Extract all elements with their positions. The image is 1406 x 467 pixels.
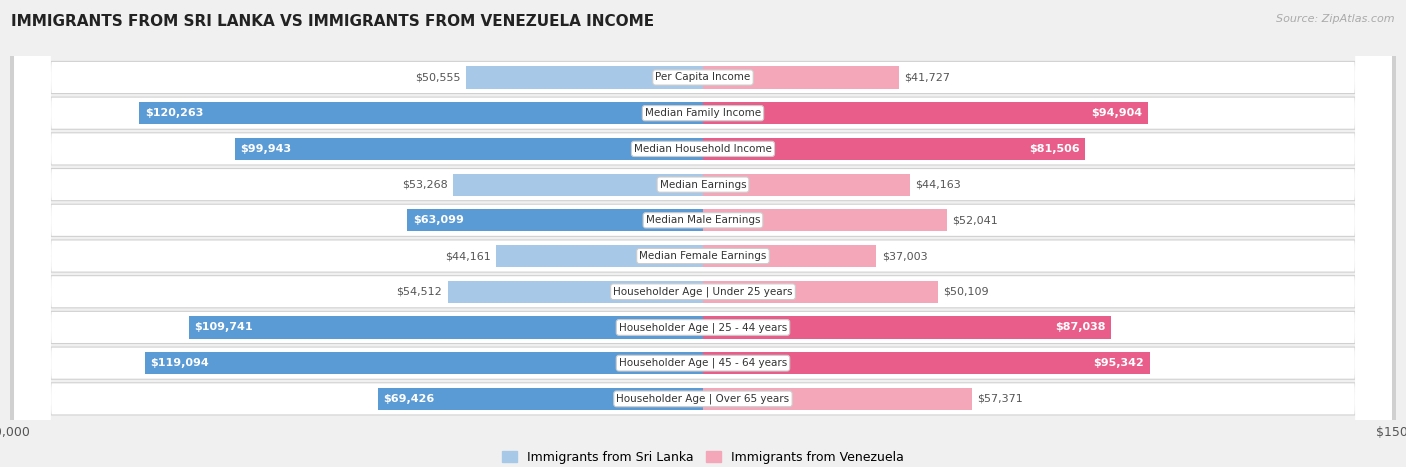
Text: Householder Age | 25 - 44 years: Householder Age | 25 - 44 years bbox=[619, 322, 787, 333]
FancyBboxPatch shape bbox=[10, 0, 1396, 467]
Bar bbox=[188, 316, 703, 339]
Bar bbox=[703, 102, 1147, 124]
FancyBboxPatch shape bbox=[10, 0, 1396, 467]
FancyBboxPatch shape bbox=[14, 0, 1392, 467]
FancyBboxPatch shape bbox=[14, 0, 1392, 467]
Text: $44,161: $44,161 bbox=[444, 251, 491, 261]
Text: $54,512: $54,512 bbox=[396, 287, 441, 297]
FancyBboxPatch shape bbox=[14, 0, 1392, 467]
Text: $120,263: $120,263 bbox=[145, 108, 204, 118]
FancyBboxPatch shape bbox=[10, 0, 1396, 467]
FancyBboxPatch shape bbox=[10, 0, 1396, 467]
Text: $87,038: $87,038 bbox=[1054, 322, 1105, 333]
FancyBboxPatch shape bbox=[14, 0, 1392, 467]
Text: $63,099: $63,099 bbox=[413, 215, 464, 225]
FancyBboxPatch shape bbox=[10, 0, 1396, 467]
Text: $37,003: $37,003 bbox=[882, 251, 928, 261]
FancyBboxPatch shape bbox=[10, 0, 1396, 467]
FancyBboxPatch shape bbox=[14, 0, 1392, 467]
Text: $109,741: $109,741 bbox=[194, 322, 253, 333]
Text: IMMIGRANTS FROM SRI LANKA VS IMMIGRANTS FROM VENEZUELA INCOME: IMMIGRANTS FROM SRI LANKA VS IMMIGRANTS … bbox=[11, 14, 654, 29]
FancyBboxPatch shape bbox=[14, 0, 1392, 467]
Bar bbox=[408, 209, 703, 231]
Bar bbox=[139, 102, 703, 124]
Text: Householder Age | Under 25 years: Householder Age | Under 25 years bbox=[613, 286, 793, 297]
Text: Per Capita Income: Per Capita Income bbox=[655, 72, 751, 83]
Bar bbox=[703, 352, 1150, 374]
Text: Median Earnings: Median Earnings bbox=[659, 180, 747, 190]
FancyBboxPatch shape bbox=[10, 0, 1396, 467]
Text: Median Male Earnings: Median Male Earnings bbox=[645, 215, 761, 225]
Text: $95,342: $95,342 bbox=[1094, 358, 1144, 368]
Text: $41,727: $41,727 bbox=[904, 72, 950, 83]
Bar bbox=[453, 174, 703, 196]
Text: Householder Age | Over 65 years: Householder Age | Over 65 years bbox=[616, 394, 790, 404]
Bar bbox=[496, 245, 703, 267]
Bar bbox=[235, 138, 703, 160]
Bar bbox=[465, 66, 703, 89]
Text: $99,943: $99,943 bbox=[240, 144, 291, 154]
FancyBboxPatch shape bbox=[14, 0, 1392, 467]
Legend: Immigrants from Sri Lanka, Immigrants from Venezuela: Immigrants from Sri Lanka, Immigrants fr… bbox=[496, 446, 910, 467]
FancyBboxPatch shape bbox=[10, 0, 1396, 467]
Text: Median Female Earnings: Median Female Earnings bbox=[640, 251, 766, 261]
Bar bbox=[703, 66, 898, 89]
Text: $50,555: $50,555 bbox=[415, 72, 460, 83]
FancyBboxPatch shape bbox=[10, 0, 1396, 467]
Text: Median Family Income: Median Family Income bbox=[645, 108, 761, 118]
Text: $94,904: $94,904 bbox=[1091, 108, 1142, 118]
Text: $57,371: $57,371 bbox=[977, 394, 1024, 404]
Bar bbox=[703, 209, 946, 231]
Text: $53,268: $53,268 bbox=[402, 180, 447, 190]
Bar bbox=[447, 281, 703, 303]
Bar bbox=[703, 388, 972, 410]
Text: $81,506: $81,506 bbox=[1029, 144, 1080, 154]
FancyBboxPatch shape bbox=[10, 0, 1396, 467]
Bar bbox=[703, 138, 1085, 160]
Bar bbox=[145, 352, 703, 374]
FancyBboxPatch shape bbox=[14, 0, 1392, 467]
Text: Householder Age | 45 - 64 years: Householder Age | 45 - 64 years bbox=[619, 358, 787, 368]
Bar bbox=[378, 388, 703, 410]
Text: $119,094: $119,094 bbox=[150, 358, 209, 368]
Bar bbox=[703, 281, 938, 303]
Text: Median Household Income: Median Household Income bbox=[634, 144, 772, 154]
Bar bbox=[703, 245, 876, 267]
Bar bbox=[703, 316, 1111, 339]
Text: Source: ZipAtlas.com: Source: ZipAtlas.com bbox=[1277, 14, 1395, 24]
Text: $69,426: $69,426 bbox=[384, 394, 434, 404]
Text: $50,109: $50,109 bbox=[943, 287, 988, 297]
Text: $52,041: $52,041 bbox=[952, 215, 998, 225]
Bar bbox=[703, 174, 910, 196]
FancyBboxPatch shape bbox=[14, 0, 1392, 467]
Text: $44,163: $44,163 bbox=[915, 180, 962, 190]
FancyBboxPatch shape bbox=[14, 0, 1392, 467]
